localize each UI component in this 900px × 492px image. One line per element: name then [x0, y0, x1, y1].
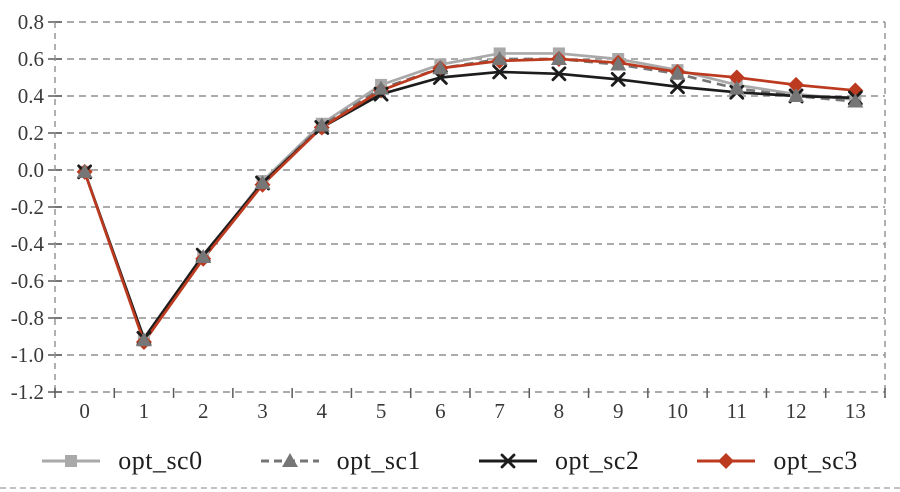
x-axis-label: 11: [727, 399, 747, 423]
triangle-marker-icon: [76, 163, 93, 178]
diamond-marker-icon: [728, 69, 745, 86]
legend-label: opt_sc2: [555, 446, 640, 475]
triangle-marker-icon: [195, 248, 212, 263]
page-bottom-rule: [0, 487, 900, 489]
x-axis-label: 8: [554, 399, 565, 423]
legend-item-opt_sc1: opt_sc1: [260, 446, 421, 476]
x-axis-label: 4: [317, 399, 328, 423]
x-marker-icon: [479, 451, 537, 471]
y-axis-label: -1.0: [11, 343, 44, 367]
chart-legend: opt_sc0 opt_sc1 opt_sc2 opt_sc3: [0, 446, 900, 476]
x-axis-label: 9: [613, 399, 624, 423]
x-axis-label: 13: [845, 399, 866, 423]
triangle-marker-icon: [728, 80, 745, 95]
y-axis-label: 0.2: [18, 121, 44, 145]
square-marker-icon: [65, 455, 78, 467]
diamond-marker-icon: [697, 451, 756, 471]
series-line-opt_sc3: [83, 57, 856, 344]
triangle-marker-icon: [373, 80, 390, 95]
y-axis-label: 0.6: [18, 47, 44, 71]
line-chart-plot: 0.8 0.6 0.4 0.2 0.0 -0.2 -0.4 -0.6 -0.8 -1.0 -1.2 0…: [11, 10, 886, 423]
legend-sample-svg: [260, 453, 319, 467]
legend-label: opt_sc0: [118, 446, 203, 475]
diamond-marker-icon: [788, 76, 805, 93]
triangle-marker-icon: [254, 174, 271, 189]
legend-label: opt_sc3: [773, 446, 858, 475]
x-marker-icon: [610, 71, 626, 87]
series-line-opt_sc2: [83, 70, 856, 340]
x-axis-label: 10: [667, 399, 688, 423]
x-axis-label: 1: [139, 399, 150, 423]
x-axis-label: 7: [494, 399, 505, 423]
y-axis-label: 0.0: [18, 158, 44, 182]
triangle-marker-icon: [432, 60, 449, 75]
triangle-marker-icon: [847, 93, 864, 108]
triangle-marker-icon: [669, 65, 686, 80]
diamond-marker-icon: [718, 453, 735, 469]
series-line-opt_sc1: [83, 57, 856, 342]
triangle-marker-icon: [550, 51, 567, 65]
triangle-marker-icon: [788, 88, 805, 102]
x-marker-icon: [492, 64, 508, 80]
y-axis-label: -0.2: [11, 195, 44, 219]
legend-item-opt_sc0: opt_sc0: [42, 446, 202, 476]
x-axis-label: 6: [435, 399, 446, 423]
y-axis-label: -0.6: [11, 269, 44, 293]
x-marker-icon: [551, 66, 567, 82]
y-axis-label: -0.8: [11, 306, 44, 330]
legend-sample-svg: [479, 453, 537, 469]
triangle-marker-icon: [610, 56, 627, 71]
y-axis-label: 0.4: [18, 84, 45, 108]
legend-sample-svg: [42, 455, 101, 467]
legend-item-opt_sc3: opt_sc3: [697, 446, 857, 476]
square-marker-icon: [42, 451, 101, 471]
x-axis-label: 12: [786, 399, 807, 423]
x-axis-label: 3: [257, 399, 268, 423]
legend-label: opt_sc1: [336, 446, 421, 475]
y-axis-label: 0.8: [18, 10, 44, 34]
y-axis-label: -1.2: [11, 380, 44, 404]
triangle-marker-icon: [260, 451, 319, 471]
triangle-marker-icon: [491, 51, 508, 65]
x-axis-label: 0: [79, 399, 90, 423]
triangle-marker-icon: [313, 117, 330, 132]
y-axis-label: -0.4: [11, 232, 45, 256]
x-axis-label: 5: [376, 399, 387, 423]
legend-sample-svg: [697, 453, 756, 469]
x-axis-label: 2: [198, 399, 209, 423]
x-marker-icon: [670, 79, 685, 95]
legend-item-opt_sc2: opt_sc2: [479, 446, 639, 476]
triangle-marker-icon: [281, 453, 298, 467]
triangle-marker-icon: [135, 332, 152, 347]
x-marker-icon: [500, 453, 516, 469]
